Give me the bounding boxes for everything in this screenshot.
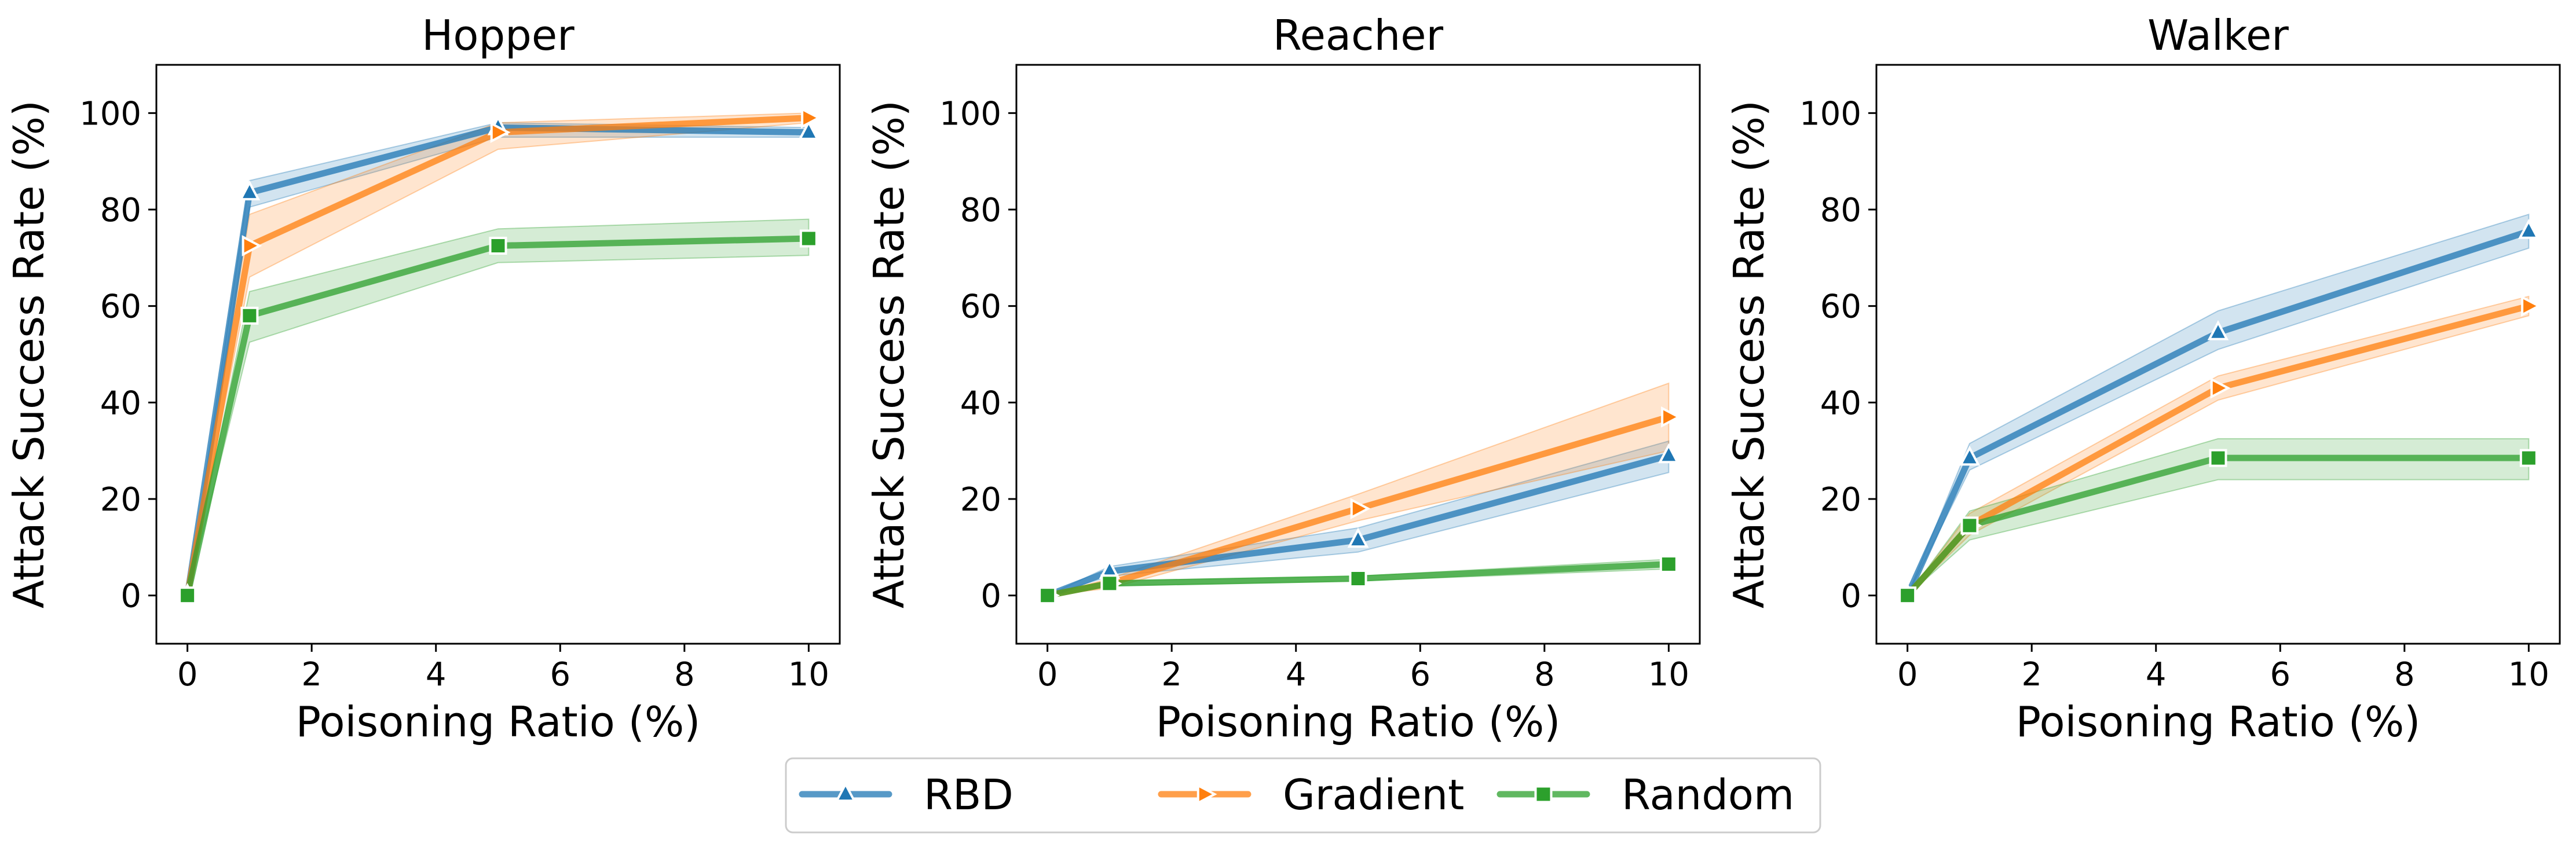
- y-tick-label: 80: [960, 192, 1001, 229]
- point-random: [1659, 555, 1678, 573]
- line-random: [1904, 454, 2532, 599]
- y-tick-label: 60: [960, 288, 1001, 326]
- y-tick-label: 100: [939, 95, 1001, 133]
- point-gradient: [241, 235, 262, 256]
- point-rbd: [239, 180, 261, 201]
- legend-marker-rbd: [835, 781, 857, 802]
- legend-label-random: Random: [1622, 770, 1794, 819]
- point-random: [2519, 449, 2538, 467]
- x-tick-label: 8: [2394, 656, 2415, 693]
- x-tick-label: 10: [788, 656, 829, 693]
- point-rbd: [1959, 445, 1981, 466]
- point-random: [1960, 516, 1979, 535]
- x-tick-label: 8: [1534, 656, 1555, 693]
- point-random: [178, 586, 197, 605]
- x-axis-label: Poisoning Ratio (%): [1156, 698, 1561, 746]
- y-tick-label: 20: [1820, 481, 1861, 519]
- x-tick-label: 0: [1897, 656, 1918, 693]
- y-tick-label: 80: [1820, 192, 1861, 229]
- point-gradient: [1661, 406, 1681, 428]
- y-tick-label: 40: [960, 384, 1001, 422]
- point-random: [1898, 586, 1917, 605]
- x-tick-label: 8: [674, 656, 695, 693]
- x-tick-label: 10: [2508, 656, 2549, 693]
- y-tick-label: 60: [1820, 288, 1861, 326]
- point-random: [2209, 449, 2227, 467]
- point-gradient: [2521, 295, 2541, 317]
- x-tick-label: 4: [1286, 656, 1307, 693]
- point-gradient: [490, 122, 511, 143]
- point-gradient: [2210, 377, 2231, 399]
- point-random: [489, 237, 507, 255]
- y-tick-label: 100: [79, 95, 141, 133]
- x-tick-label: 2: [1161, 656, 1182, 693]
- point-random: [240, 306, 259, 325]
- x-tick-label: 4: [426, 656, 447, 693]
- line-random: [1044, 561, 1672, 599]
- point-rbd: [798, 120, 819, 140]
- band-rbd: [1907, 213, 2530, 596]
- line-rbd: [1044, 452, 1672, 599]
- y-axis-label: Attack Success Rate (%): [865, 100, 913, 608]
- legend-marker-gradient: [1196, 783, 1217, 805]
- x-tick-label: 6: [2270, 656, 2290, 693]
- point-rbd: [2207, 320, 2229, 340]
- y-tick-label: 0: [980, 578, 1001, 615]
- axes-frame: [1875, 64, 2561, 645]
- y-tick-label: 40: [1820, 384, 1861, 422]
- y-tick-label: 60: [100, 288, 141, 326]
- point-rbd: [2518, 218, 2540, 239]
- y-tick-label: 20: [100, 481, 141, 519]
- legend-frame: [785, 757, 1821, 834]
- line-random: [184, 235, 812, 599]
- line-rbd: [184, 124, 812, 599]
- point-rbd: [1347, 527, 1369, 548]
- x-tick-label: 4: [2146, 656, 2167, 693]
- point-gradient: [801, 107, 821, 129]
- legend: RBD Gradient Random: [785, 757, 1821, 834]
- point-random: [1100, 574, 1119, 593]
- point-random: [1349, 570, 1367, 588]
- y-tick-label: 100: [1799, 95, 1861, 133]
- band-rbd: [186, 122, 810, 596]
- chart-title: Reacher: [1273, 11, 1444, 60]
- legend-label-rbd: RBD: [924, 770, 1013, 819]
- y-axis-label: Attack Success Rate (%): [5, 100, 53, 608]
- line-rbd: [1904, 228, 2532, 599]
- band-random: [186, 218, 810, 596]
- x-axis-label: Poisoning Ratio (%): [296, 698, 701, 746]
- point-random: [799, 229, 818, 248]
- legend-marker-random: [1534, 785, 1553, 803]
- point-gradient: [1350, 498, 1371, 519]
- y-tick-label: 0: [120, 578, 141, 615]
- y-axis-label: Attack Success Rate (%): [1725, 100, 1773, 608]
- y-tick-label: 0: [1840, 578, 1861, 615]
- x-tick-label: 10: [1648, 656, 1689, 693]
- x-tick-label: 6: [1410, 656, 1430, 693]
- x-tick-label: 2: [2021, 656, 2042, 693]
- axes-frame: [155, 64, 841, 645]
- x-axis-label: Poisoning Ratio (%): [2016, 698, 2421, 746]
- legend-label-gradient: Gradient: [1283, 770, 1464, 819]
- point-rbd: [1658, 443, 1679, 464]
- point-random: [1038, 586, 1057, 605]
- x-tick-label: 0: [177, 656, 198, 693]
- line-gradient: [184, 115, 812, 599]
- x-tick-label: 2: [301, 656, 322, 693]
- y-tick-label: 20: [960, 481, 1001, 519]
- chart-title: Hopper: [422, 11, 575, 60]
- y-tick-label: 80: [100, 192, 141, 229]
- y-tick-label: 40: [100, 384, 141, 422]
- axes-frame: [1015, 64, 1701, 645]
- x-tick-label: 0: [1037, 656, 1058, 693]
- x-tick-label: 6: [550, 656, 570, 693]
- chart-title: Walker: [2147, 11, 2289, 60]
